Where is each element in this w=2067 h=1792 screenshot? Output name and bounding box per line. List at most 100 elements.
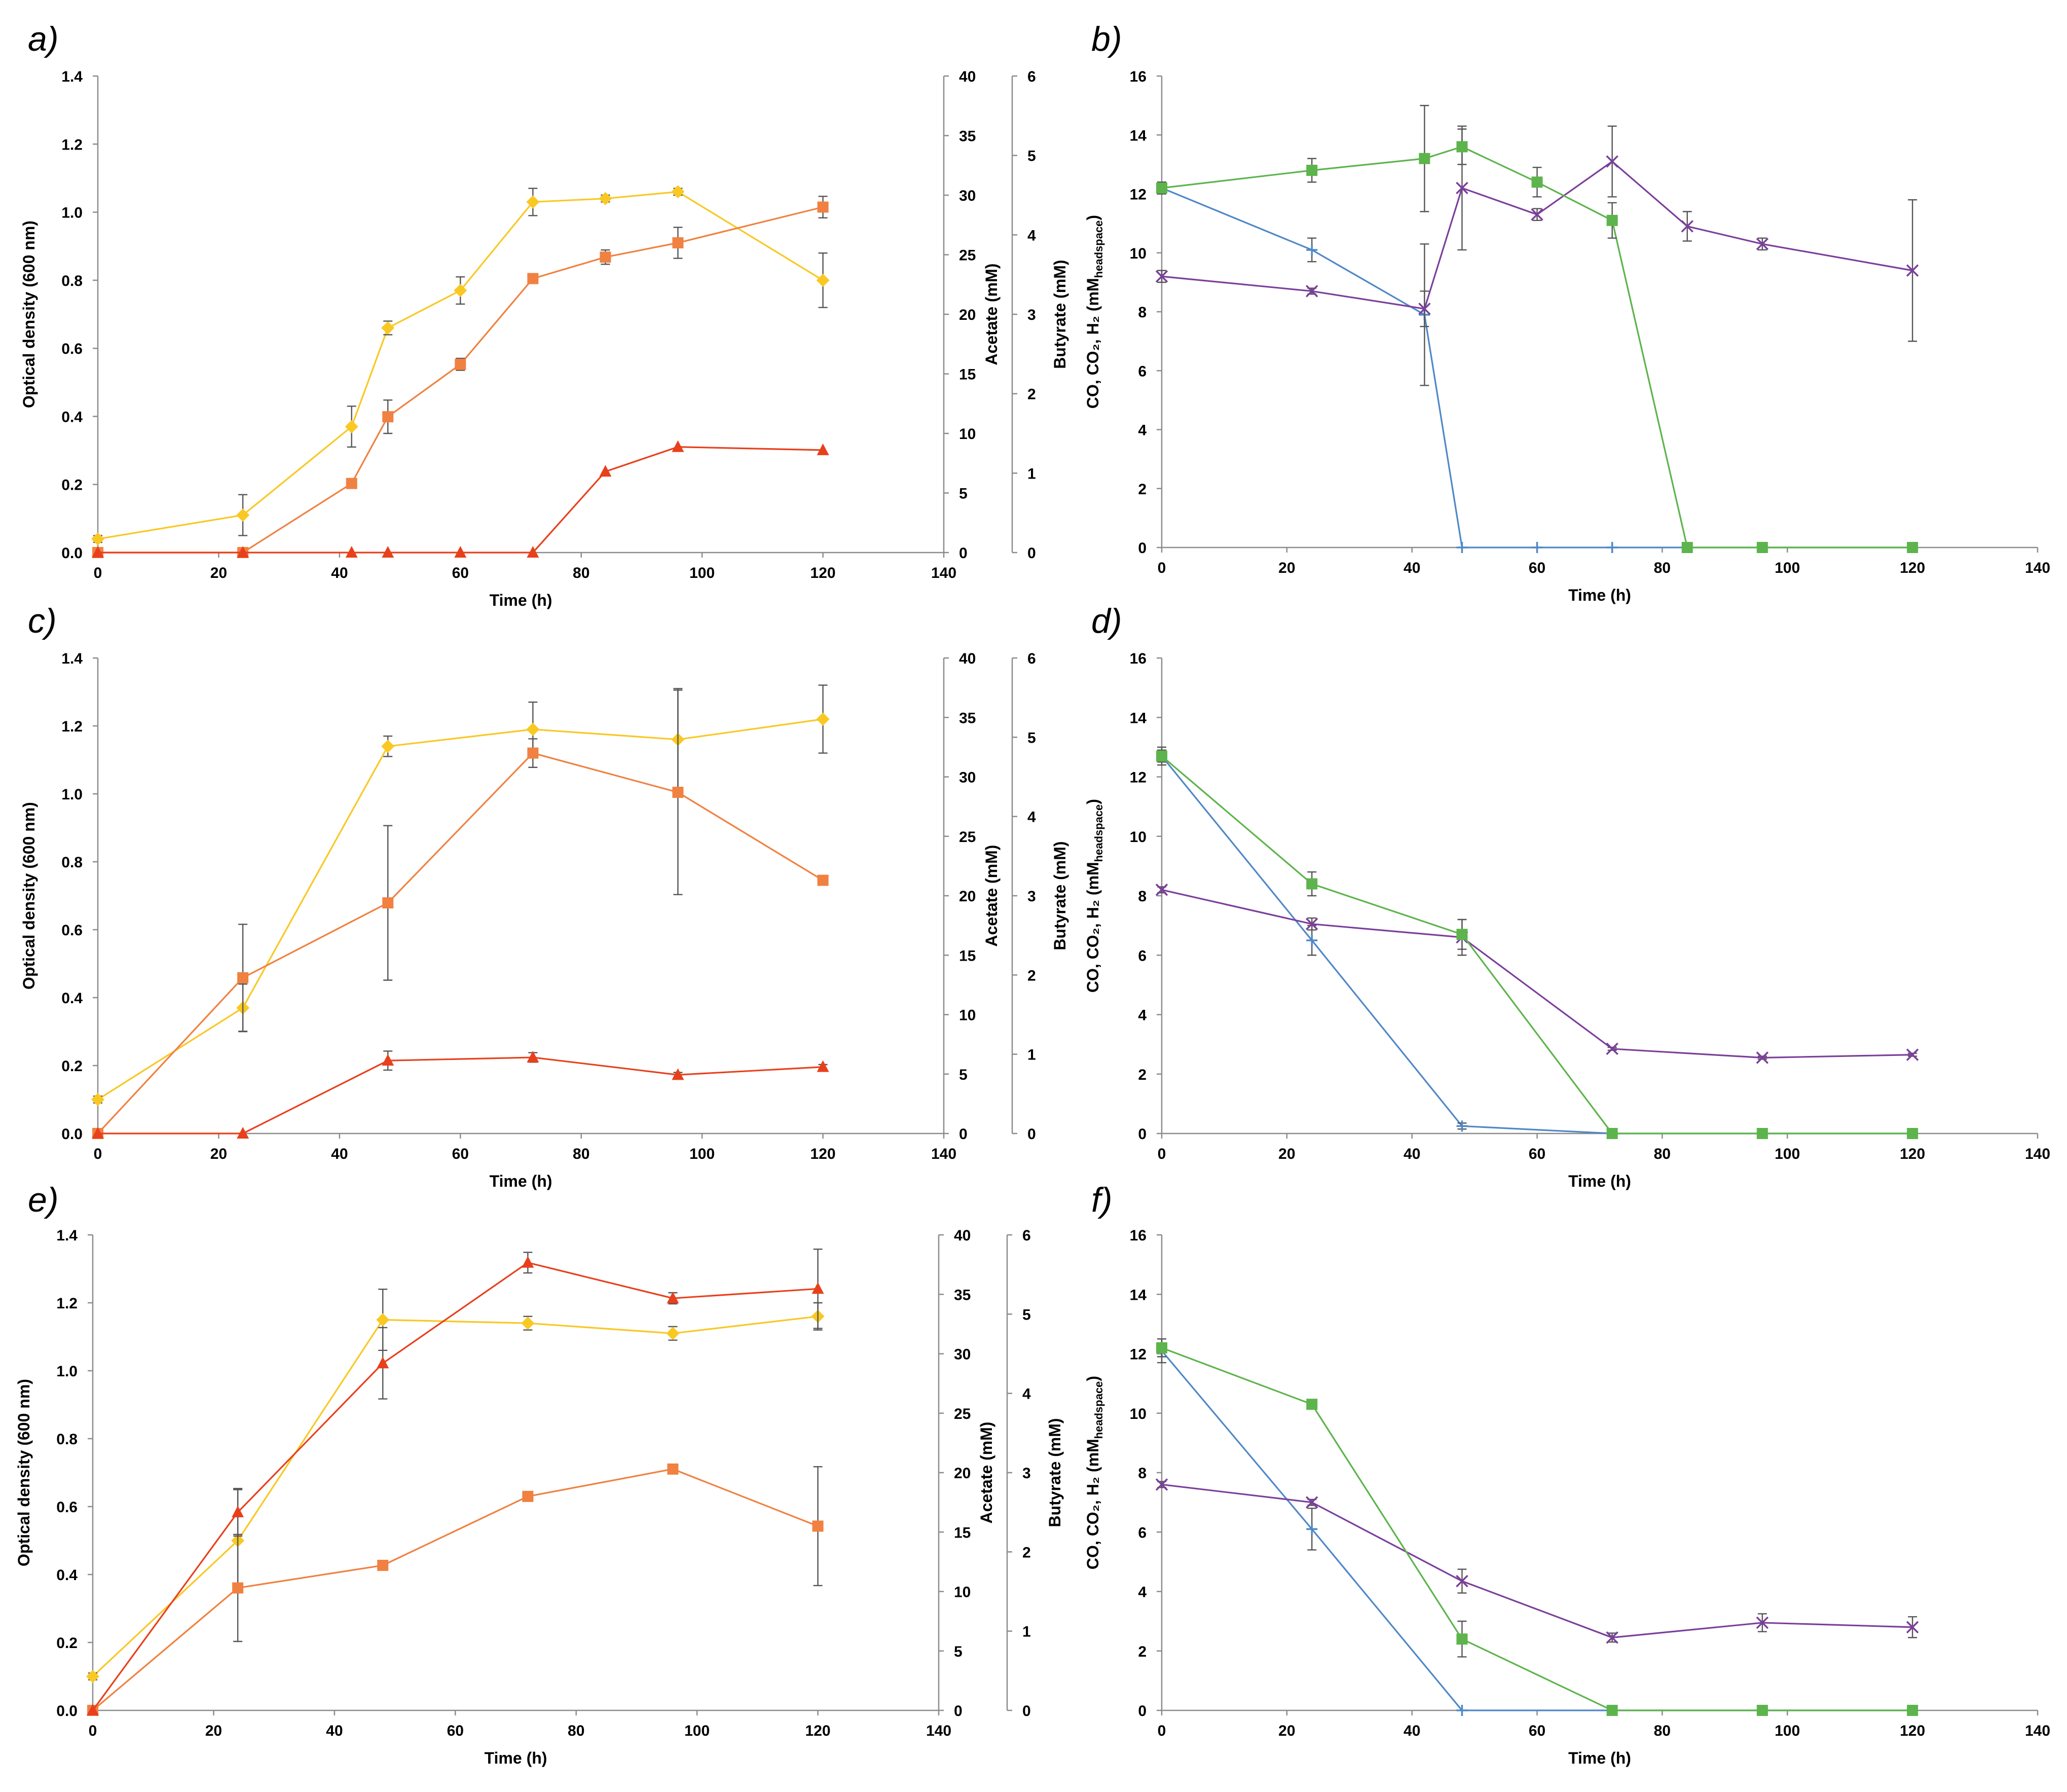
series-line: [97, 718, 823, 1101]
x-tick-label: 60: [1529, 1723, 1545, 1739]
series-co2: [1155, 125, 1919, 342]
data-point: [1606, 1705, 1618, 1716]
x-tick-label: 20: [210, 1146, 227, 1162]
y-tick-label: 16: [1130, 650, 1147, 667]
data-point: [454, 546, 467, 558]
data-point: [1906, 1048, 1919, 1061]
series-line: [1161, 1350, 1913, 1711]
series-line: [1161, 755, 1913, 1135]
data-point: [1305, 918, 1318, 930]
data-point: [667, 1463, 679, 1475]
series-line: [97, 752, 824, 1135]
data-point: [817, 443, 829, 455]
x-tick-label: 40: [331, 1146, 348, 1162]
y-tick-label: 1.0: [61, 786, 83, 803]
y-tick-label: 1.4: [56, 1227, 78, 1244]
x-tick-label: 40: [1404, 1723, 1420, 1739]
x-tick-label: 0: [1158, 1146, 1166, 1162]
x-tick-label: 0: [94, 565, 102, 581]
data-point: [1606, 1631, 1618, 1644]
y-tick-label: 3: [1022, 1465, 1031, 1482]
series-co2: [1155, 1478, 1919, 1644]
data-point: [1456, 542, 1468, 553]
data-point: [817, 201, 829, 213]
x-tick-label: 140: [2025, 560, 2050, 576]
data-point: [817, 874, 829, 886]
data-point: [1155, 270, 1168, 283]
y-tick-label: 0.6: [61, 341, 83, 357]
data-point: [1906, 264, 1919, 277]
data-point: [1756, 1616, 1769, 1629]
data-point: [816, 712, 830, 726]
y-tick-label: 30: [959, 770, 976, 786]
data-point: [1306, 244, 1318, 255]
data-point: [376, 1313, 390, 1327]
y-tick-label: 15: [954, 1524, 971, 1541]
data-point: [1419, 153, 1430, 164]
y-tick-label: 8: [1138, 304, 1147, 321]
x-tick-label: 80: [573, 565, 589, 581]
y-tick-label: 0.6: [56, 1499, 78, 1516]
y-tick-label: 2: [1138, 481, 1147, 498]
data-point: [671, 185, 685, 199]
panel-label: b): [1091, 20, 1122, 58]
x-axis-title: Time (h): [1568, 586, 1631, 604]
y-tick-label: 1: [1027, 1047, 1036, 1064]
data-point: [1756, 238, 1769, 250]
data-point: [1456, 1575, 1468, 1588]
y-tick-label: 8: [1138, 1465, 1147, 1482]
panel-label: e): [28, 1181, 58, 1219]
data-point: [1756, 1128, 1768, 1139]
data-point: [812, 1520, 824, 1532]
y-tick-label: 1: [1022, 1624, 1031, 1640]
data-point: [1907, 542, 1918, 553]
data-point: [672, 1068, 684, 1080]
y-tick-label: 0.2: [61, 1058, 83, 1075]
data-point: [377, 1357, 389, 1369]
x-tick-label: 0: [89, 1723, 97, 1739]
x-tick-label: 20: [1278, 1146, 1295, 1162]
panel-label: d): [1091, 602, 1122, 640]
y-tick-label: 20: [959, 307, 976, 323]
chart-panel-2: b) 0 20 40 60 80 100 120 140 Time (h) 0 2 4 6 8 10 12 14 1…: [1084, 20, 2050, 604]
x-tick-label: 40: [1404, 560, 1420, 576]
data-point: [1418, 302, 1431, 315]
data-point: [1155, 884, 1168, 896]
y-tick-label: 6: [1138, 947, 1147, 964]
x-tick-label: 40: [331, 565, 348, 581]
x-tick-label: 20: [1278, 1723, 1295, 1739]
data-point: [1456, 1705, 1468, 1716]
y-tick-label: 0: [1027, 545, 1036, 562]
data-point: [92, 1127, 104, 1139]
y-tick-label: 6: [1027, 68, 1036, 85]
data-point: [1907, 1128, 1918, 1139]
panel-label: c): [28, 602, 57, 640]
x-tick-label: 20: [1278, 560, 1295, 576]
y-tick-label: 20: [959, 888, 976, 905]
data-point: [345, 546, 358, 558]
data-point: [236, 508, 250, 522]
series-line: [98, 206, 823, 554]
x-axis-title: Time (h): [490, 1172, 552, 1190]
data-point: [237, 1127, 249, 1139]
data-point: [1306, 165, 1318, 176]
y-tick-label: 0: [1138, 1126, 1147, 1143]
y-tick-label: 1.4: [61, 650, 83, 667]
y-tick-label: 5: [959, 486, 968, 502]
data-point: [1156, 750, 1167, 762]
y-tick-label: 0: [1138, 1703, 1147, 1720]
data-point: [522, 1490, 534, 1502]
data-point: [91, 532, 104, 546]
y-tick-label: 40: [954, 1227, 971, 1244]
x-tick-label: 80: [1654, 560, 1671, 576]
series-acetate: [92, 196, 829, 558]
data-point: [345, 420, 358, 433]
y-tick-label: 10: [1130, 1406, 1147, 1422]
x-tick-label: 100: [1775, 560, 1800, 576]
y-tick-label: 5: [1022, 1306, 1031, 1323]
x-tick-label: 100: [689, 565, 715, 581]
series-line: [1161, 145, 1913, 548]
data-point: [1681, 542, 1693, 553]
data-point: [346, 478, 357, 489]
